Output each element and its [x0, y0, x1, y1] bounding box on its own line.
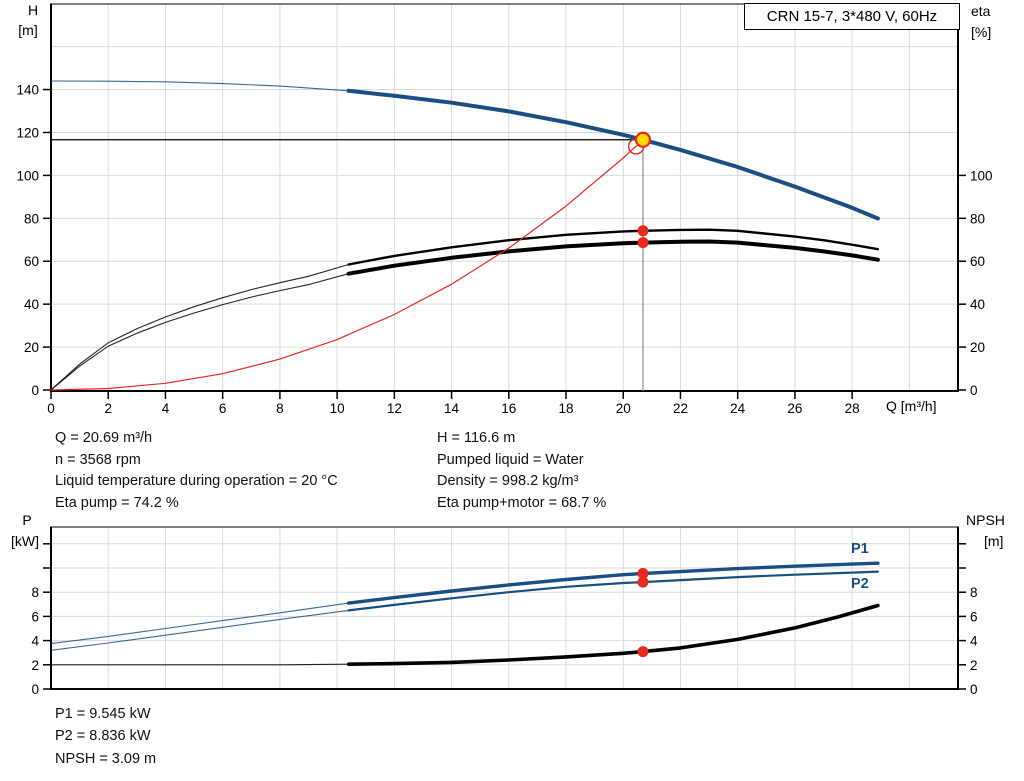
- top-left-axis-unit-m: [m]: [18, 22, 38, 38]
- info-npsh: NPSH = 3.09 m: [55, 750, 157, 767]
- svg-text:12: 12: [387, 401, 402, 416]
- duty-info-right: H = 116.6 m Pumped liquid = Water Densit…: [437, 428, 606, 514]
- svg-text:0: 0: [970, 383, 978, 398]
- svg-text:4: 4: [970, 634, 978, 649]
- svg-text:2: 2: [970, 658, 978, 673]
- pump-title-box: CRN 15-7, 3*480 V, 60Hz: [744, 3, 960, 30]
- svg-text:28: 28: [845, 401, 860, 416]
- svg-text:20: 20: [616, 401, 631, 416]
- svg-text:40: 40: [970, 297, 985, 312]
- svg-text:8: 8: [970, 585, 978, 600]
- svg-text:20: 20: [24, 340, 39, 355]
- svg-text:24: 24: [730, 401, 746, 416]
- svg-text:14: 14: [444, 401, 460, 416]
- info-pumped-liquid: Pumped liquid = Water: [437, 451, 584, 468]
- svg-text:2: 2: [31, 658, 39, 673]
- info-p1: P1 = 9.545 kW: [55, 706, 151, 722]
- curve-label-p2: P2: [851, 576, 869, 592]
- svg-text:4: 4: [162, 401, 170, 416]
- top-right-axis-label-eta: eta: [971, 3, 991, 19]
- svg-text:120: 120: [16, 125, 39, 140]
- svg-text:6: 6: [219, 401, 227, 416]
- svg-text:10: 10: [330, 401, 345, 416]
- svg-text:0: 0: [970, 682, 978, 697]
- svg-text:80: 80: [970, 211, 985, 226]
- svg-text:0: 0: [47, 401, 55, 416]
- svg-text:8: 8: [31, 585, 39, 600]
- svg-text:100: 100: [970, 168, 993, 183]
- svg-text:2: 2: [104, 401, 112, 416]
- duty-info-power: P1 = 9.545 kW P2 = 8.836 kW NPSH = 3.09 …: [55, 703, 156, 770]
- bottom-left-axis-unit-kw: [kW]: [11, 533, 39, 549]
- svg-text:4: 4: [31, 634, 39, 649]
- info-eta-pump-motor: Eta pump+motor = 68.7 %: [437, 494, 607, 511]
- bottom-right-axis-label-npsh: NPSH: [966, 512, 1005, 528]
- bottom-left-axis-label-p: P: [22, 512, 32, 528]
- svg-text:60: 60: [970, 254, 985, 269]
- svg-text:6: 6: [31, 609, 39, 624]
- svg-text:100: 100: [16, 168, 39, 183]
- top-right-axis-unit-percent: [%]: [971, 24, 992, 40]
- info-liquid-temperature: Liquid temperature during operation = 20…: [55, 473, 338, 490]
- svg-text:26: 26: [787, 401, 802, 416]
- info-speed: n = 3568 rpm: [55, 451, 141, 468]
- top-left-axis-label-h: H: [27, 2, 39, 18]
- svg-text:18: 18: [559, 401, 574, 416]
- duty-info-left: Q = 20.69 m³/h n = 3568 rpm Liquid tempe…: [55, 428, 338, 514]
- svg-text:60: 60: [24, 254, 39, 269]
- svg-text:22: 22: [673, 401, 688, 416]
- svg-text:0: 0: [31, 682, 39, 697]
- x-axis-label-q: Q [m³/h]: [886, 398, 937, 414]
- info-head: H = 116.6 m: [437, 430, 516, 446]
- info-density: Density = 998.2 kg/m³: [437, 473, 579, 490]
- bottom-right-axis-unit-m: [m]: [984, 533, 1004, 549]
- svg-text:140: 140: [16, 83, 39, 98]
- svg-text:20: 20: [970, 340, 985, 355]
- curve-label-p1: P1: [851, 541, 869, 557]
- info-q: Q = 20.69 m³/h: [55, 430, 153, 446]
- svg-text:80: 80: [24, 211, 39, 226]
- svg-text:6: 6: [970, 609, 978, 624]
- info-eta-pump: Eta pump = 74.2 %: [55, 494, 179, 511]
- info-p2: P2 = 8.836 kW: [55, 728, 151, 745]
- svg-text:0: 0: [31, 383, 39, 398]
- svg-text:40: 40: [24, 297, 39, 312]
- svg-text:8: 8: [276, 401, 284, 416]
- svg-text:16: 16: [501, 401, 516, 416]
